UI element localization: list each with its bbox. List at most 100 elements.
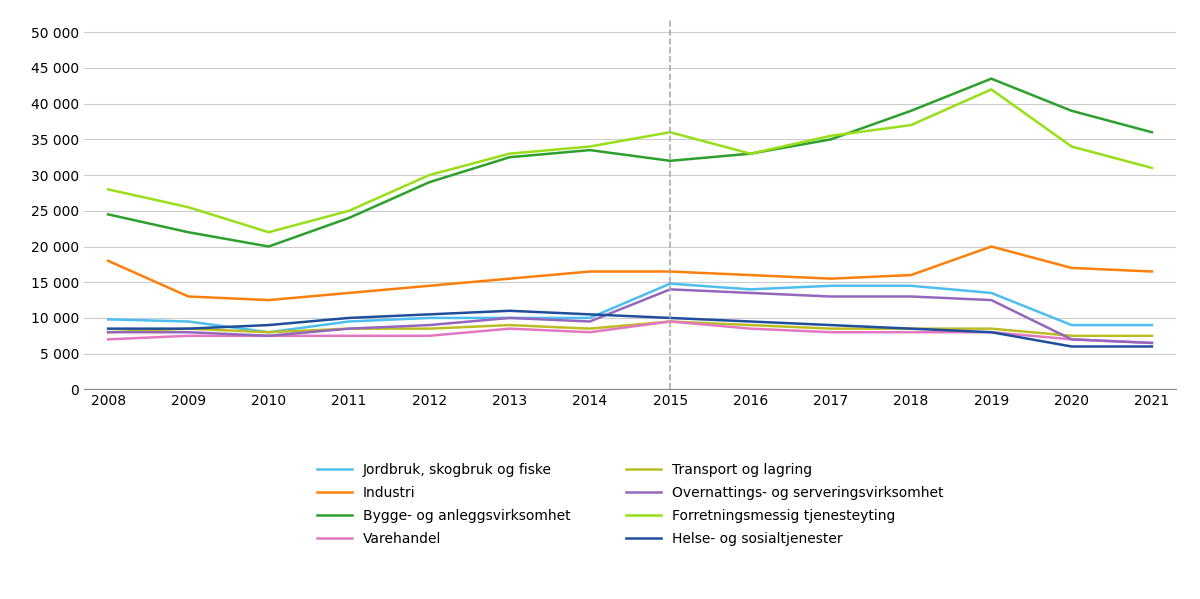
Forretningsmessig tjenesteyting <box>984 86 998 93</box>
Overnattings- og serveringsvirksomhet <box>823 293 838 300</box>
Helse- og sosialtjenester <box>422 311 437 318</box>
Industri <box>1064 264 1079 271</box>
Forretningsmessig tjenesteyting <box>823 132 838 140</box>
Varehandel <box>101 336 115 343</box>
Jordbruk, skogbruk og fiske <box>823 282 838 289</box>
Industri <box>743 271 757 279</box>
Transport og lagring <box>342 325 356 332</box>
Varehandel <box>662 318 677 325</box>
Line: Overnattings- og serveringsvirksomhet: Overnattings- og serveringsvirksomhet <box>108 289 1152 343</box>
Industri <box>503 275 517 282</box>
Varehandel <box>181 332 196 340</box>
Forretningsmessig tjenesteyting <box>743 150 757 158</box>
Transport og lagring <box>262 329 276 336</box>
Transport og lagring <box>1145 332 1159 340</box>
Line: Helse- og sosialtjenester: Helse- og sosialtjenester <box>108 311 1152 346</box>
Helse- og sosialtjenester <box>503 307 517 314</box>
Bygge- og anleggsvirksomhet <box>262 243 276 250</box>
Line: Industri: Industri <box>108 247 1152 300</box>
Helse- og sosialtjenester <box>583 311 598 318</box>
Varehandel <box>583 329 598 336</box>
Bygge- og anleggsvirksomhet <box>422 179 437 186</box>
Helse- og sosialtjenester <box>984 329 998 336</box>
Overnattings- og serveringsvirksomhet <box>904 293 918 300</box>
Bygge- og anleggsvirksomhet <box>1145 129 1159 136</box>
Overnattings- og serveringsvirksomhet <box>503 314 517 322</box>
Helse- og sosialtjenester <box>823 322 838 329</box>
Bygge- og anleggsvirksomhet <box>823 136 838 143</box>
Overnattings- og serveringsvirksomhet <box>583 318 598 325</box>
Varehandel <box>1064 336 1079 343</box>
Industri <box>984 243 998 250</box>
Overnattings- og serveringsvirksomhet <box>262 332 276 340</box>
Varehandel <box>1145 339 1159 346</box>
Transport og lagring <box>904 325 918 332</box>
Overnattings- og serveringsvirksomhet <box>743 289 757 297</box>
Industri <box>904 271 918 279</box>
Varehandel <box>743 325 757 332</box>
Jordbruk, skogbruk og fiske <box>101 316 115 323</box>
Industri <box>342 289 356 297</box>
Jordbruk, skogbruk og fiske <box>904 282 918 289</box>
Overnattings- og serveringsvirksomhet <box>422 322 437 329</box>
Jordbruk, skogbruk og fiske <box>984 289 998 297</box>
Forretningsmessig tjenesteyting <box>1064 143 1079 150</box>
Helse- og sosialtjenester <box>342 314 356 322</box>
Transport og lagring <box>1064 332 1079 340</box>
Transport og lagring <box>743 322 757 329</box>
Helse- og sosialtjenester <box>743 318 757 325</box>
Line: Jordbruk, skogbruk og fiske: Jordbruk, skogbruk og fiske <box>108 284 1152 332</box>
Varehandel <box>823 329 838 336</box>
Industri <box>262 297 276 304</box>
Forretningsmessig tjenesteyting <box>262 229 276 236</box>
Industri <box>422 282 437 289</box>
Transport og lagring <box>101 329 115 336</box>
Overnattings- og serveringsvirksomhet <box>1064 336 1079 343</box>
Jordbruk, skogbruk og fiske <box>743 286 757 293</box>
Forretningsmessig tjenesteyting <box>422 171 437 179</box>
Bygge- og anleggsvirksomhet <box>342 214 356 222</box>
Forretningsmessig tjenesteyting <box>662 129 677 136</box>
Bygge- og anleggsvirksomhet <box>181 229 196 236</box>
Forretningsmessig tjenesteyting <box>583 143 598 150</box>
Jordbruk, skogbruk og fiske <box>262 329 276 336</box>
Bygge- og anleggsvirksomhet <box>503 153 517 161</box>
Bygge- og anleggsvirksomhet <box>743 150 757 158</box>
Jordbruk, skogbruk og fiske <box>422 314 437 322</box>
Line: Bygge- og anleggsvirksomhet: Bygge- og anleggsvirksomhet <box>108 78 1152 247</box>
Helse- og sosialtjenester <box>181 325 196 332</box>
Overnattings- og serveringsvirksomhet <box>342 325 356 332</box>
Transport og lagring <box>984 325 998 332</box>
Industri <box>823 275 838 282</box>
Helse- og sosialtjenester <box>1145 343 1159 350</box>
Bygge- og anleggsvirksomhet <box>662 157 677 164</box>
Transport og lagring <box>503 322 517 329</box>
Line: Forretningsmessig tjenesteyting: Forretningsmessig tjenesteyting <box>108 89 1152 232</box>
Industri <box>662 268 677 275</box>
Industri <box>101 257 115 264</box>
Bygge- og anleggsvirksomhet <box>904 107 918 114</box>
Industri <box>583 268 598 275</box>
Industri <box>1145 268 1159 275</box>
Overnattings- og serveringsvirksomhet <box>662 286 677 293</box>
Jordbruk, skogbruk og fiske <box>503 314 517 322</box>
Jordbruk, skogbruk og fiske <box>181 318 196 325</box>
Forretningsmessig tjenesteyting <box>181 204 196 211</box>
Varehandel <box>904 329 918 336</box>
Helse- og sosialtjenester <box>662 314 677 322</box>
Jordbruk, skogbruk og fiske <box>662 280 677 288</box>
Forretningsmessig tjenesteyting <box>1145 164 1159 171</box>
Bygge- og anleggsvirksomhet <box>1064 107 1079 114</box>
Overnattings- og serveringsvirksomhet <box>101 329 115 336</box>
Varehandel <box>262 332 276 340</box>
Forretningsmessig tjenesteyting <box>342 207 356 214</box>
Helse- og sosialtjenester <box>262 322 276 329</box>
Jordbruk, skogbruk og fiske <box>1064 322 1079 329</box>
Jordbruk, skogbruk og fiske <box>1145 322 1159 329</box>
Varehandel <box>342 332 356 340</box>
Legend: Jordbruk, skogbruk og fiske, Industri, Bygge- og anleggsvirksomhet, Varehandel, : Jordbruk, skogbruk og fiske, Industri, B… <box>317 463 943 546</box>
Bygge- og anleggsvirksomhet <box>984 75 998 82</box>
Overnattings- og serveringsvirksomhet <box>181 329 196 336</box>
Forretningsmessig tjenesteyting <box>503 150 517 158</box>
Bygge- og anleggsvirksomhet <box>101 211 115 218</box>
